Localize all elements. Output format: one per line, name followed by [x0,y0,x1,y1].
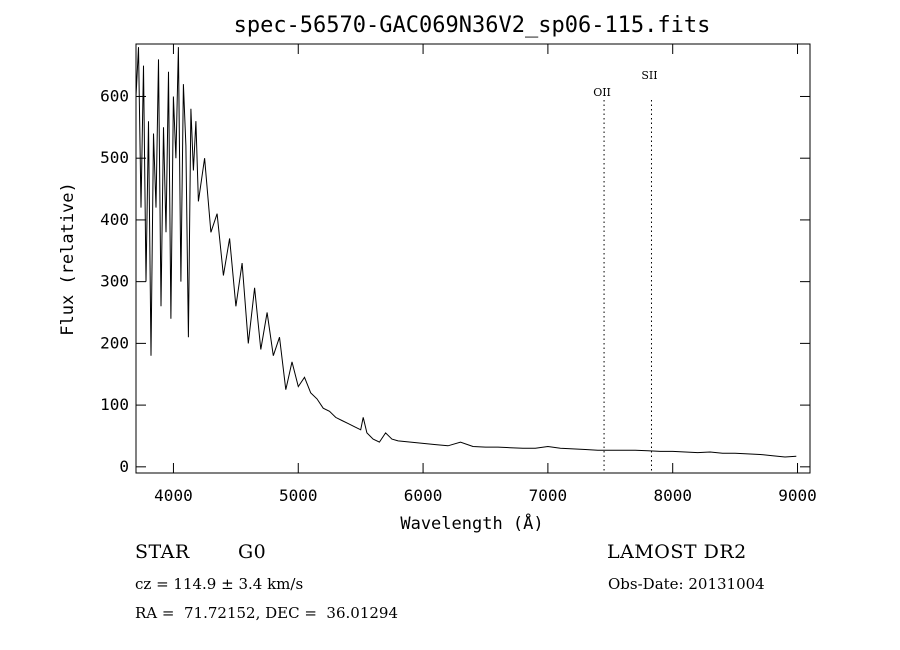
line-marker-label: SII [641,69,657,82]
object-subclass: G0 [238,541,267,563]
x-axis-label: Wavelength (Å) [400,512,543,534]
x-tick-label: 6000 [404,486,443,505]
emission-line-markers: OII SII [593,69,658,473]
plot-frame [135,43,811,474]
y-tick-label: 0 [119,457,129,476]
y-tick-label: 100 [100,395,129,414]
redshift-text: cz = 114.9 ± 3.4 km/s [135,575,304,593]
x-tick-label: 4000 [154,486,193,505]
x-tick-label: 9000 [778,486,817,505]
survey-name: LAMOST DR2 [607,541,747,563]
x-tick-label: 5000 [279,486,318,505]
y-tick-label: 200 [100,333,129,352]
spectrum-series [136,47,797,458]
coordinates-text: RA = 71.72152, DEC = 36.01294 [135,604,399,622]
chart-title: spec-56570-GAC069N36V2_sp06-115.fits [234,13,711,38]
object-class: STAR [135,541,190,563]
series-line [136,47,797,458]
y-tick-label: 300 [100,272,129,291]
y-tick-label: 600 [100,86,129,105]
obs-date-text: Obs-Date: 20131004 [608,575,765,593]
y-tick-label: 500 [100,148,129,167]
x-tick-label: 7000 [529,486,568,505]
y-axis-label: Flux (relative) [58,182,78,336]
line-marker-label: OII [593,86,611,99]
x-tick-label: 8000 [653,486,692,505]
axis-ticks: 4000 5000 6000 7000 8000 9000 0 100 200 300 400 500… [100,44,817,505]
y-tick-label: 400 [100,210,129,229]
